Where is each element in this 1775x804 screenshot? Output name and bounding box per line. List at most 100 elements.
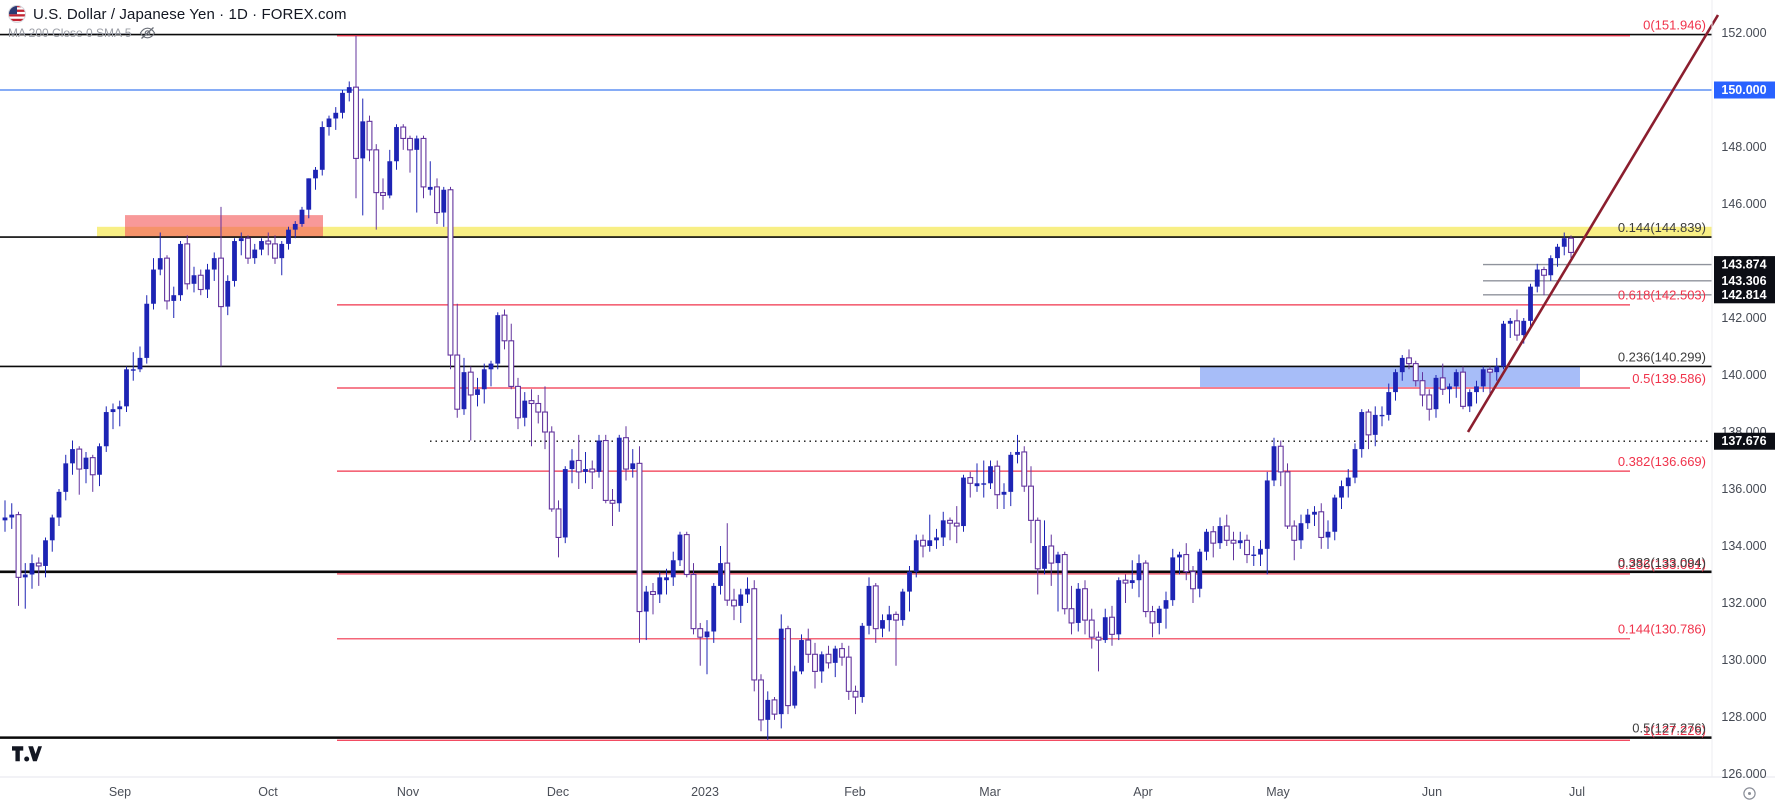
- symbol-header[interactable]: U.S. Dollar / Japanese Yen · 1D · FOREX.…: [8, 5, 347, 23]
- candle-body-up: [819, 654, 825, 672]
- price-tick-126.000[interactable]: 126.000: [1721, 767, 1766, 781]
- candle-body-up: [832, 648, 838, 663]
- candle-body-down: [218, 257, 224, 308]
- price-tick-142.000[interactable]: 142.000: [1721, 311, 1766, 325]
- candle-body-down: [373, 149, 380, 194]
- candle-body-down: [420, 137, 427, 188]
- candle-body-up: [1136, 563, 1142, 581]
- price-tick-148.000[interactable]: 148.000: [1721, 140, 1766, 154]
- date-label-Mar[interactable]: Mar: [979, 785, 1001, 799]
- candle-body-up: [1548, 258, 1554, 276]
- candle-body-up: [110, 409, 116, 413]
- candle-body-down: [602, 439, 609, 501]
- price-tick-134.000[interactable]: 134.000: [1721, 539, 1766, 553]
- candle-body-up: [340, 92, 345, 113]
- candle-body-up: [1447, 386, 1452, 390]
- scale-reset-icon[interactable]: [1742, 786, 1757, 804]
- candle-body-up: [1474, 386, 1479, 393]
- candle-body-up: [2, 517, 8, 521]
- date-label-May[interactable]: May: [1266, 785, 1290, 799]
- candle-body-up: [461, 372, 467, 410]
- candle-body-up: [792, 671, 798, 706]
- date-label-Oct[interactable]: Oct: [258, 785, 278, 799]
- ascending-trendline[interactable]: [1466, 14, 1720, 433]
- candle-body-up: [1298, 523, 1304, 541]
- candle-body-down: [947, 519, 953, 524]
- candle-body-down: [1460, 371, 1466, 407]
- price-tick-140.000[interactable]: 140.000: [1721, 368, 1766, 382]
- candle-body-up: [1453, 372, 1459, 387]
- candle-body-down: [1419, 380, 1426, 396]
- candle-body-down: [535, 402, 542, 413]
- fib-red-label-0.144: 0.144(130.786): [1618, 622, 1706, 637]
- eye-off-icon[interactable]: [139, 26, 156, 40]
- candle-body-up: [1251, 554, 1257, 556]
- candle-body-down: [15, 514, 22, 578]
- candle-body-up: [1339, 486, 1344, 498]
- candle-body-up: [1555, 246, 1560, 259]
- candle-body-down: [1277, 445, 1284, 473]
- red-supply-zone-box[interactable]: [125, 215, 323, 238]
- candle-body-up: [1393, 372, 1398, 393]
- candle-body-down: [548, 431, 555, 510]
- date-label-Dec[interactable]: Dec: [547, 785, 569, 799]
- date-label-Sep[interactable]: Sep: [109, 785, 131, 799]
- blue-support-zone-box[interactable]: [1200, 365, 1580, 387]
- date-label-Apr[interactable]: Apr: [1133, 785, 1152, 799]
- candle-body-up: [562, 469, 568, 538]
- candle-body-up: [333, 112, 339, 119]
- price-tick-128.000[interactable]: 128.000: [1721, 710, 1766, 724]
- price-tick-136.000[interactable]: 136.000: [1721, 482, 1766, 496]
- price-tick-132.000[interactable]: 132.000: [1721, 596, 1766, 610]
- candle-body-down: [1048, 545, 1055, 564]
- price-tick-130.000[interactable]: 130.000: [1721, 653, 1766, 667]
- fib-dark-label-0.236: 0.236(140.299): [1618, 349, 1706, 364]
- candle-body-up: [745, 588, 750, 595]
- candle-body-up: [1386, 392, 1392, 415]
- fib-dark-label-0: 0(151.946): [1643, 18, 1706, 33]
- candle-body-down: [184, 243, 191, 285]
- candle-body-up: [481, 369, 487, 390]
- candle-body-up: [522, 400, 528, 418]
- date-label-2023[interactable]: 2023: [691, 785, 719, 799]
- candle-body-up: [1204, 531, 1209, 552]
- price-tick-152.000[interactable]: 152.000: [1721, 26, 1766, 40]
- candle-body-up: [866, 585, 872, 626]
- date-label-Jul[interactable]: Jul: [1569, 785, 1585, 799]
- candle-body-up: [1379, 414, 1385, 417]
- candle-body-down: [265, 240, 272, 245]
- candle-body-up: [1433, 377, 1439, 410]
- date-label-Nov[interactable]: Nov: [397, 785, 420, 799]
- candle-body-up: [569, 460, 575, 470]
- ma-indicator-label: MA 200 Close 0 SMA 5: [8, 26, 132, 40]
- candle-body-up: [29, 563, 35, 575]
- candle-body-up: [765, 699, 771, 720]
- candle-body-down: [245, 237, 251, 259]
- candle-body-down: [501, 314, 508, 342]
- candle-body-up: [988, 466, 993, 484]
- candle-body-down: [1095, 636, 1102, 641]
- candle-body-down: [589, 468, 596, 473]
- candle-body-up: [346, 87, 352, 93]
- candle-body-up: [1042, 546, 1047, 569]
- price-badge-143.874: [1714, 256, 1775, 274]
- date-label-Feb[interactable]: Feb: [844, 785, 866, 799]
- candle-body-down: [454, 354, 461, 410]
- candle-body-down: [683, 534, 690, 576]
- price-tick-146.000[interactable]: 146.000: [1721, 197, 1766, 211]
- candle-body-up: [171, 295, 177, 301]
- candle-body-down: [1082, 588, 1088, 621]
- candle-body-down: [1541, 268, 1547, 276]
- tradingview-logo[interactable]: [12, 746, 42, 767]
- candle-body-down: [76, 448, 83, 470]
- candle-body-up: [1129, 580, 1135, 584]
- candle-body-up: [886, 614, 892, 621]
- date-label-Jun[interactable]: Jun: [1422, 785, 1442, 799]
- candle-body-up: [232, 241, 237, 281]
- fib-red-label-0.236: 0.236(133.061): [1618, 557, 1706, 572]
- candle-body-up: [83, 457, 89, 470]
- yellow-resistance-band[interactable]: [97, 226, 1712, 238]
- indicator-legend-row[interactable]: MA 200 Close 0 SMA 5: [8, 26, 156, 40]
- candle-body-up: [718, 563, 723, 586]
